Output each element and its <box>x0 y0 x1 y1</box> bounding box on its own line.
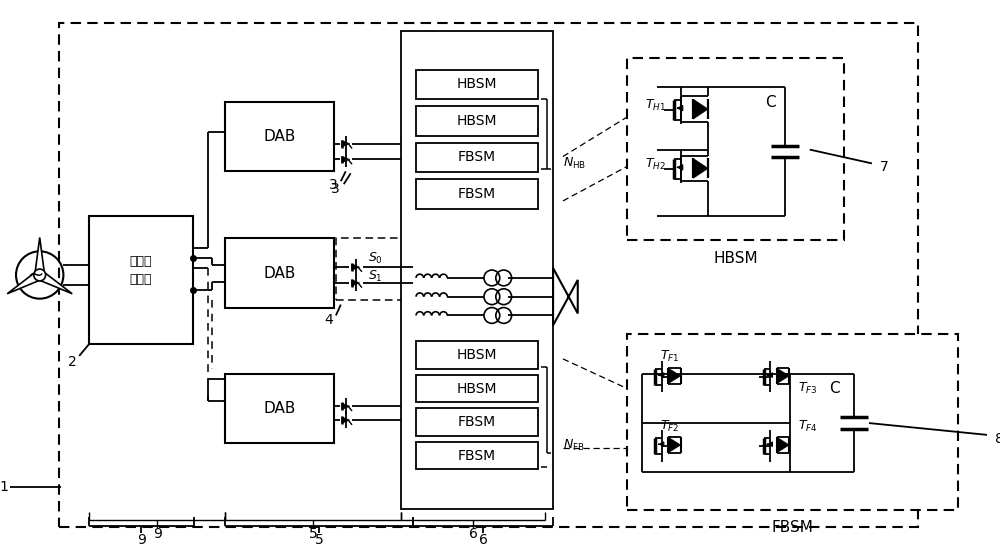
Bar <box>416 375 538 402</box>
Text: $T_{F2}$: $T_{F2}$ <box>660 418 679 433</box>
Polygon shape <box>693 99 708 119</box>
Bar <box>416 179 538 209</box>
Text: DAB: DAB <box>263 266 296 280</box>
Bar <box>407 37 547 503</box>
Polygon shape <box>35 237 45 275</box>
Bar <box>336 238 403 300</box>
Text: 1: 1 <box>0 480 8 494</box>
Bar <box>416 70 538 99</box>
Bar <box>416 142 538 172</box>
Text: 3: 3 <box>329 178 338 192</box>
Text: $S_1$: $S_1$ <box>368 268 383 284</box>
Text: 8: 8 <box>995 432 1000 446</box>
Text: HBSM: HBSM <box>457 77 497 92</box>
Bar <box>416 408 538 436</box>
Bar <box>59 23 918 527</box>
Text: $T_{F3}$: $T_{F3}$ <box>798 381 817 396</box>
Polygon shape <box>342 156 350 163</box>
Polygon shape <box>352 264 360 270</box>
Bar <box>225 238 334 307</box>
Text: HBSM: HBSM <box>457 114 497 128</box>
Text: $T_{H2}$: $T_{H2}$ <box>645 157 666 172</box>
Text: 9: 9 <box>137 533 146 546</box>
Text: FBSM: FBSM <box>458 187 496 201</box>
Polygon shape <box>342 141 350 147</box>
Bar <box>225 102 334 171</box>
Polygon shape <box>342 403 350 410</box>
Text: HBSM: HBSM <box>457 381 497 396</box>
Bar <box>416 442 538 469</box>
Text: C: C <box>765 95 776 110</box>
Bar <box>225 374 334 443</box>
Text: 6: 6 <box>479 533 487 546</box>
Text: DAB: DAB <box>263 401 296 416</box>
Polygon shape <box>668 437 681 453</box>
Bar <box>413 43 541 497</box>
Text: 2: 2 <box>68 355 77 369</box>
Text: HBSM: HBSM <box>457 348 497 362</box>
Polygon shape <box>342 417 350 423</box>
Polygon shape <box>693 158 708 178</box>
Polygon shape <box>668 368 681 384</box>
Bar <box>401 31 553 509</box>
Text: HBSM: HBSM <box>713 251 758 266</box>
Text: $N_{\rm FB}$: $N_{\rm FB}$ <box>563 438 585 453</box>
Bar <box>416 341 538 369</box>
Text: 4: 4 <box>324 314 333 327</box>
Bar <box>89 216 193 344</box>
Polygon shape <box>777 368 789 384</box>
Text: 7: 7 <box>880 161 889 174</box>
Text: 9: 9 <box>153 527 162 540</box>
Text: DAB: DAB <box>263 129 296 144</box>
Bar <box>627 58 844 241</box>
Circle shape <box>34 269 46 281</box>
Polygon shape <box>7 270 42 294</box>
Text: $N_{\rm HB}$: $N_{\rm HB}$ <box>563 156 586 171</box>
Bar <box>416 106 538 136</box>
Text: ~: ~ <box>28 266 44 284</box>
Text: 输入级
变换器: 输入级 变换器 <box>129 254 152 285</box>
Text: FBSM: FBSM <box>458 151 496 164</box>
Text: 6: 6 <box>469 527 478 540</box>
Text: 5: 5 <box>309 527 318 540</box>
Text: $T_{F1}$: $T_{F1}$ <box>660 349 679 364</box>
Text: 5: 5 <box>315 533 323 546</box>
Bar <box>627 334 958 510</box>
Text: FBSM: FBSM <box>458 415 496 429</box>
Text: $T_{H1}$: $T_{H1}$ <box>645 98 666 113</box>
Text: FBSM: FBSM <box>458 449 496 463</box>
Text: FBSM: FBSM <box>771 520 813 535</box>
Text: C: C <box>829 381 840 396</box>
Text: $S_0$: $S_0$ <box>368 251 383 266</box>
Polygon shape <box>777 437 789 453</box>
Text: $T_{F4}$: $T_{F4}$ <box>798 418 818 433</box>
Polygon shape <box>37 270 72 294</box>
Text: 3: 3 <box>331 182 340 196</box>
Polygon shape <box>352 280 360 286</box>
